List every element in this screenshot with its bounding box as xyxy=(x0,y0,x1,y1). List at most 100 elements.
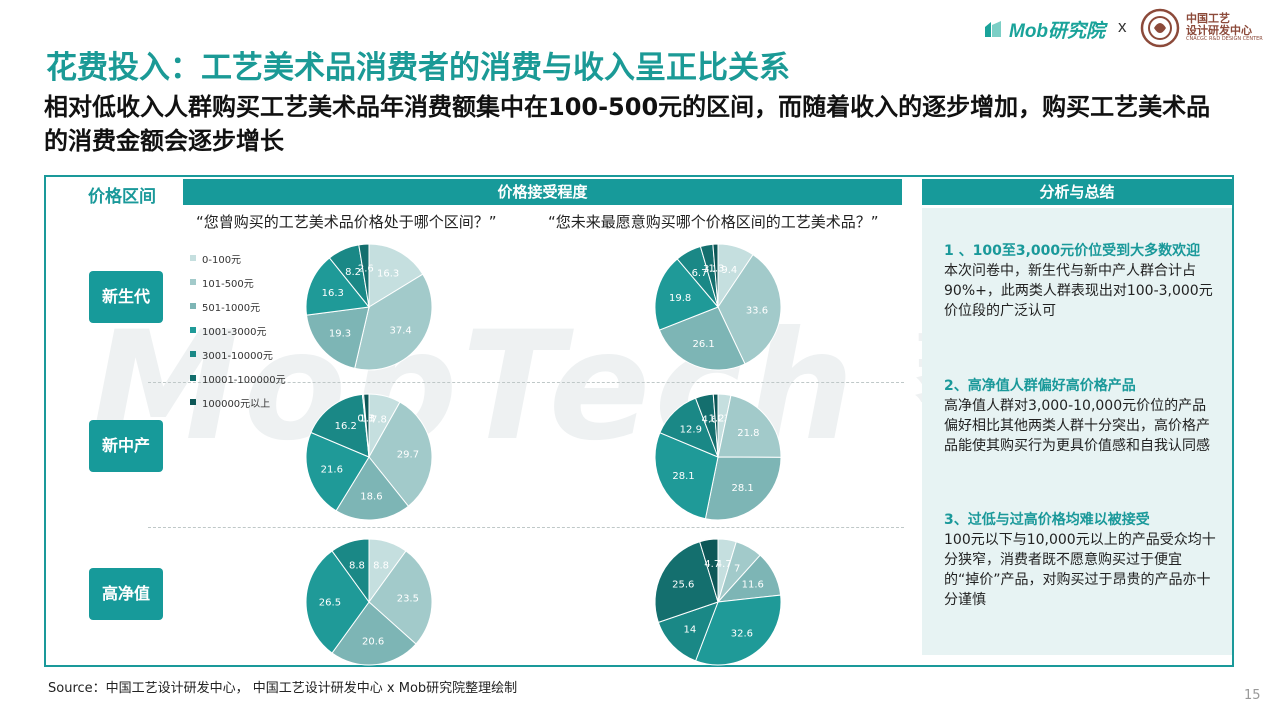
pie-slice xyxy=(694,594,782,666)
pie-slice xyxy=(305,306,370,369)
pie-data-label: 29.7 xyxy=(397,449,419,460)
pie-slice xyxy=(305,431,370,512)
pie-data-label: 7 xyxy=(734,563,740,574)
pie-slice xyxy=(354,273,433,371)
pie-data-label: 16.2 xyxy=(335,421,357,432)
pie-slice xyxy=(658,306,746,371)
analysis-heading: 1 、100至3,000元价位受到大多数欢迎 xyxy=(944,243,1201,259)
legend-item: 101-500元 xyxy=(190,270,286,294)
pie-data-label: 19.3 xyxy=(329,329,351,340)
legend-swatch xyxy=(190,351,196,357)
pie-data-label: 26.1 xyxy=(693,339,715,350)
source-note: Source：中国工艺设计研发中心， 中国工艺设计研发中心 x Mob研究院整理… xyxy=(48,681,518,696)
pie-data-label: 16.3 xyxy=(377,268,399,279)
partner-seal-icon xyxy=(1140,8,1180,48)
legend-label: 501-1000元 xyxy=(202,302,261,314)
pie-data-label: 9.4 xyxy=(721,265,737,276)
legend-label: 1001-3000元 xyxy=(202,326,267,338)
legend-label: 3001-10000元 xyxy=(202,350,273,362)
pie-data-label: 20.6 xyxy=(362,636,384,647)
legend-swatch xyxy=(190,327,196,333)
analysis-heading: 3、过低与过高价格均难以被接受 xyxy=(944,512,1150,528)
pie-slice xyxy=(704,456,782,521)
pie-data-label: 25.6 xyxy=(672,580,694,591)
legend-swatch xyxy=(190,279,196,285)
row-divider xyxy=(148,382,904,383)
pie-slice xyxy=(368,401,433,507)
pie-data-label: 21.8 xyxy=(737,428,759,439)
pie-data-label: 7.8 xyxy=(371,415,387,426)
pie-data-label: 11.6 xyxy=(742,580,764,591)
row-divider xyxy=(148,527,904,528)
analysis-body: 本次问卷中，新生代与新中产人群合计占90%+，此两类人群表现出对100-3,00… xyxy=(944,263,1213,319)
partner-name-line2: 设计研发中心 xyxy=(1186,24,1252,38)
pie-data-label: 1.2 xyxy=(709,413,725,424)
pie-data-label: 32.6 xyxy=(731,628,753,639)
pie-data-label: 1.3 xyxy=(359,413,375,424)
legend-swatch xyxy=(190,375,196,381)
row-label-gen-z: 新生代 xyxy=(89,271,163,323)
mob-logo-text: Mob研究院 xyxy=(1009,20,1106,42)
pie-data-label: 28.1 xyxy=(672,471,694,482)
legend-swatch xyxy=(190,399,196,405)
pie-data-label: 6.7 xyxy=(692,268,708,279)
pie-slice xyxy=(335,456,410,521)
legend-label: 10001-100000元 xyxy=(202,374,286,386)
question-future: “您未来最愿意购买哪个价格区间的工艺美术品？” xyxy=(548,213,879,231)
acceptance-header: 价格接受程度 xyxy=(183,179,902,205)
content-frame xyxy=(44,175,1234,667)
row-label-high-net-worth: 高净值 xyxy=(89,568,163,620)
pie-gen-z-past: 16.337.419.316.38.22.6 xyxy=(305,243,433,371)
pie-data-label: 8.2 xyxy=(345,267,361,278)
legend-item: 10001-100000元 xyxy=(190,366,286,390)
chart-legend: 0-100元 101-500元 501-1000元 1001-3000元 3001-10… xyxy=(190,246,286,414)
pie-data-label: 4.7 xyxy=(704,559,720,570)
analysis-heading: 2、高净值人群偏好高价格产品 xyxy=(944,378,1136,394)
partner-name-en: CNACGC R&D DESIGN CENTER xyxy=(1186,36,1263,43)
pie-slice xyxy=(305,257,370,316)
pie-slice xyxy=(654,432,719,520)
pie-slice xyxy=(654,541,719,624)
pie-data-label: 14 xyxy=(684,625,697,636)
legend-item: 0-100元 xyxy=(190,246,286,270)
mob-logo-icon xyxy=(985,21,1001,37)
legend-item: 100000元以上 xyxy=(190,390,286,414)
pie-data-label: 16.3 xyxy=(322,288,344,299)
page-title: 花费投入：工艺美术品消费者的消费与收入呈正比关系 xyxy=(46,50,790,86)
pie-slice xyxy=(712,393,719,458)
pie-slice xyxy=(654,258,719,331)
pie-middle-class-past: 7.829.718.621.616.20.31.3 xyxy=(305,393,433,521)
analysis-header: 分析与总结 xyxy=(922,179,1232,205)
pie-data-label: 8.8 xyxy=(349,560,365,571)
analysis-item: 2、高净值人群偏好高价格产品 高净值人群对3,000-10,000元价位的产品偏… xyxy=(944,377,1216,456)
analysis-panel xyxy=(922,208,1232,655)
pie-slice xyxy=(717,253,782,365)
page-subtitle: 相对低收入人群购买工艺美术品年消费额集中在100-500元的区间，而随着收入的逐… xyxy=(44,93,1211,155)
pie-data-label: 19.8 xyxy=(669,293,691,304)
pie-gen-z-future: 9.4 33.6 26.1 19.8 6.73.21.3 xyxy=(654,243,782,371)
analysis-body: 高净值人群对3,000-10,000元价位的产品偏好相比其他两类人群十分突出，高… xyxy=(944,398,1210,454)
pie-data-label: 4.7 xyxy=(716,559,732,570)
price-range-header: 价格区间 xyxy=(88,187,156,207)
legend-swatch xyxy=(190,303,196,309)
pie-data-label: 37.4 xyxy=(390,325,412,336)
analysis-item: 1 、100至3,000元价位受到大多数欢迎 本次问卷中，新生代与新中产人群合计… xyxy=(944,242,1216,321)
pie-slice xyxy=(358,243,370,308)
pie-data-label: 18.6 xyxy=(360,491,382,502)
pie-high-net-worth-past: 8.8 23.5 20.6 26.5 8.8 xyxy=(305,538,433,666)
pie-data-label: 28.1 xyxy=(731,483,753,494)
question-past: “您曾购买的工艺美术品价格处于哪个区间？” xyxy=(196,213,497,231)
partner-name-line1: 中国工艺 xyxy=(1186,12,1230,26)
page-number: 15 xyxy=(1244,688,1261,703)
pie-slice xyxy=(712,243,719,308)
pie-slice xyxy=(657,601,719,662)
pie-slice xyxy=(368,550,433,645)
pie-data-label: 33.6 xyxy=(746,305,768,316)
pie-data-label: 12.9 xyxy=(680,424,702,435)
legend-swatch xyxy=(190,255,196,261)
pie-slice xyxy=(699,538,719,603)
pie-slice xyxy=(368,243,424,308)
analysis-body: 100元以下与10,000元以上的产品受众均十分狭窄，消费者既不愿意购买过于便宜… xyxy=(944,532,1216,608)
pie-data-label: 8.8 xyxy=(373,560,389,571)
